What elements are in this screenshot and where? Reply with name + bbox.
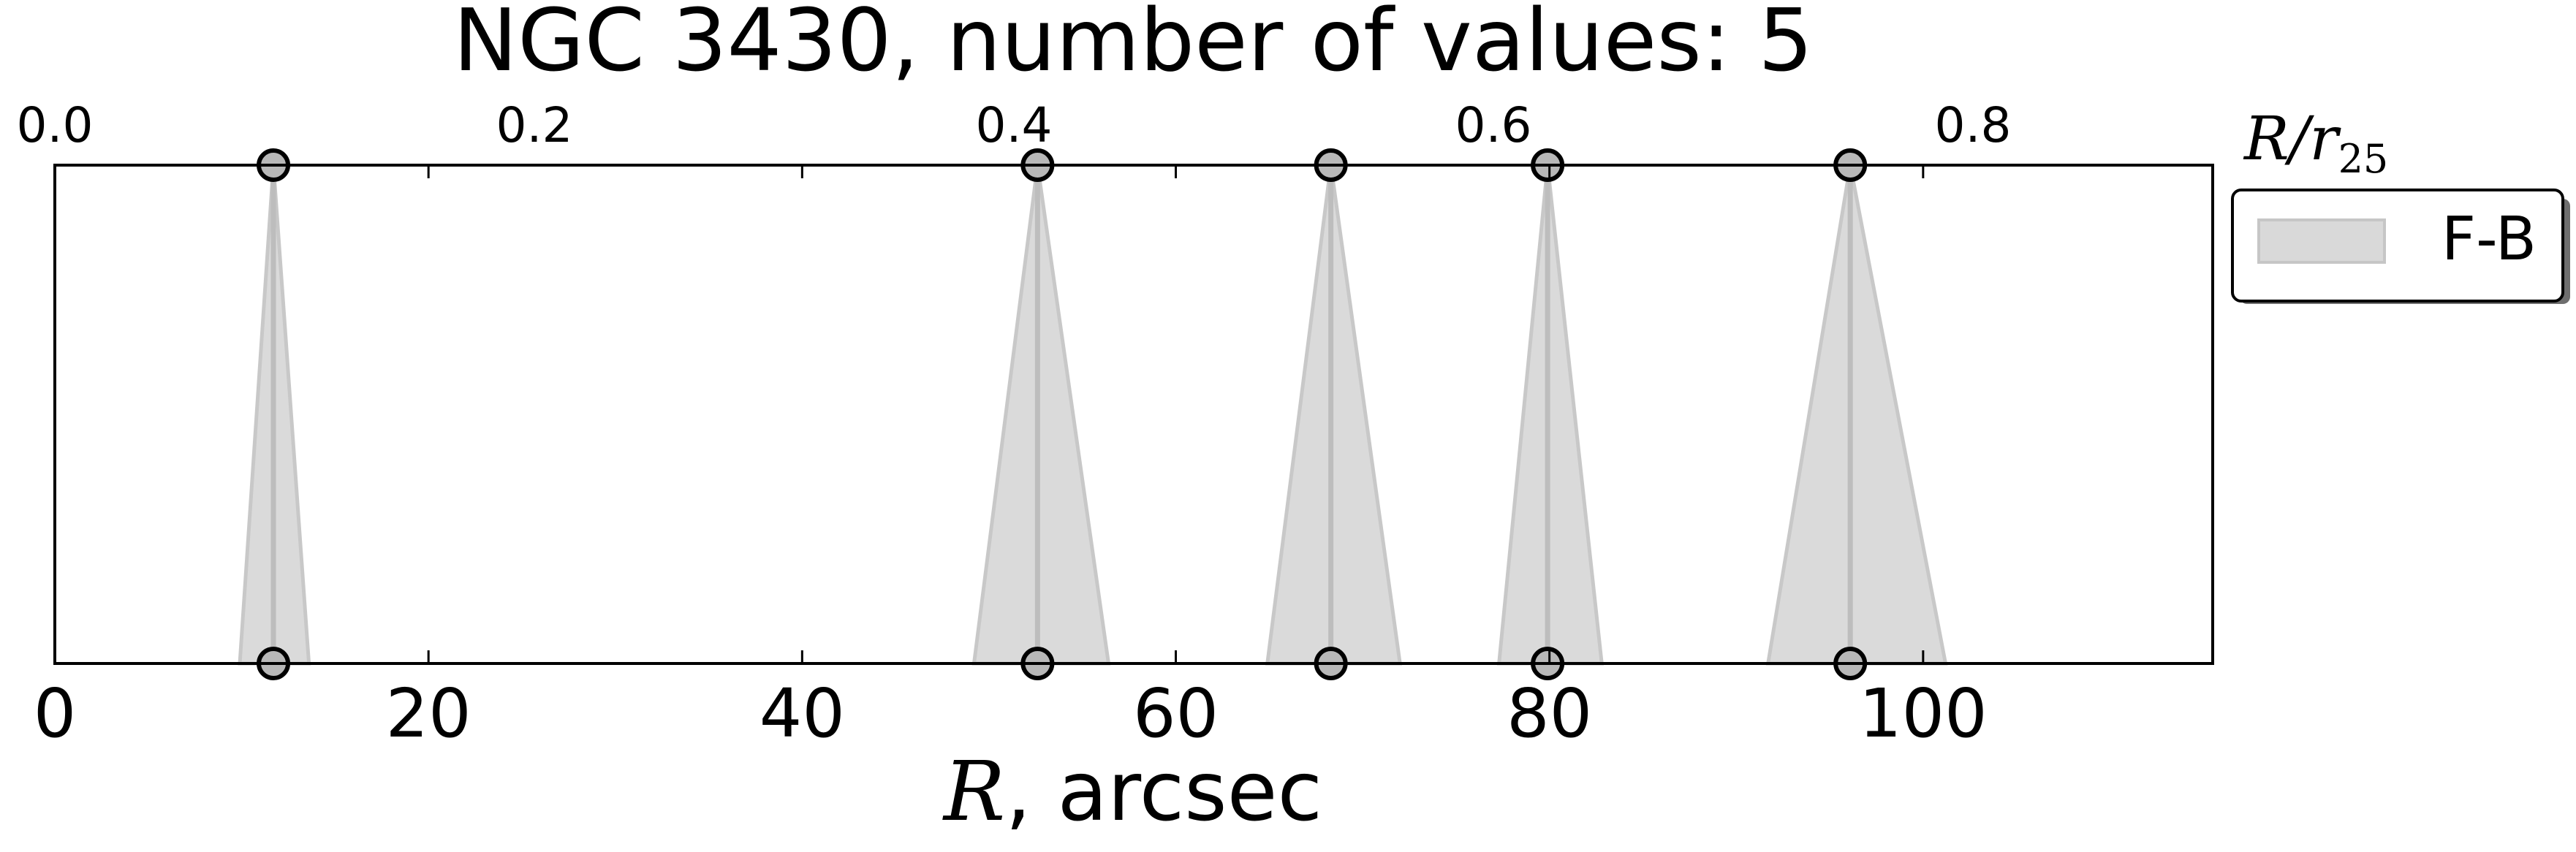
top-tick-label-1: 0.2 — [496, 97, 573, 153]
x-tick-label-5: 100 — [1859, 674, 1988, 753]
top-axis-label: R/r25 — [2243, 104, 2388, 182]
plot-area — [53, 164, 2214, 665]
x-tick-label-4: 80 — [1507, 674, 1592, 753]
legend: F-B — [2231, 189, 2570, 304]
error-band-2 — [1265, 164, 1403, 666]
top-tick-label-0: 0.0 — [17, 97, 94, 153]
x-tick-label-1: 20 — [386, 674, 471, 753]
error-bands — [238, 164, 1948, 666]
top-tick-label-2: 0.4 — [976, 97, 1053, 153]
legend-swatch — [2257, 218, 2386, 264]
legend-box — [2231, 189, 2564, 303]
top-tick-label-3: 0.6 — [1455, 97, 1532, 153]
chart-title: NGC 3430, number of values: 5 — [453, 0, 1813, 91]
top-tick-label-4: 0.8 — [1935, 97, 2012, 153]
error-band-1 — [971, 164, 1111, 666]
x-tick-label-0: 0 — [34, 674, 77, 753]
x-tick-label-3: 60 — [1133, 674, 1219, 753]
bottom-axis: 0 20 40 60 80 100 — [34, 165, 1988, 753]
x-axis-label: R, arcsec — [942, 745, 1322, 840]
top-axis: 0.0 0.2 0.4 0.6 0.8 — [17, 97, 2012, 153]
x-axis-label-symbol: R — [942, 745, 1005, 840]
error-band-4 — [1765, 164, 1948, 666]
x-axis-label-unit: , arcsec — [1005, 745, 1322, 840]
error-band-3 — [1496, 164, 1605, 666]
top-axis-label-subscript: 25 — [2338, 136, 2389, 182]
legend-label: F-B — [2441, 205, 2537, 274]
x-tick-label-2: 40 — [759, 674, 845, 753]
